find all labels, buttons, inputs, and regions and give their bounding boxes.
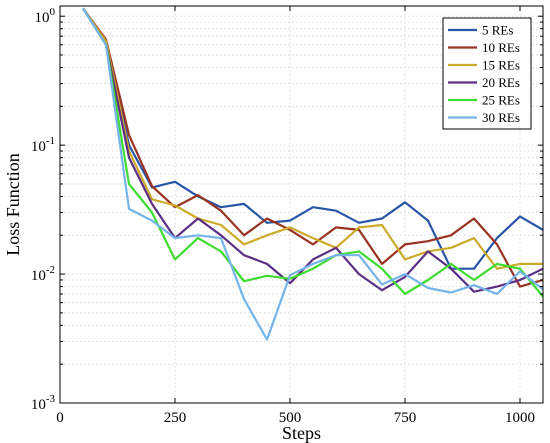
series-line-1 [82, 7, 544, 270]
series-line-5 [82, 7, 544, 298]
series-line-2 [82, 7, 544, 288]
y-tick-label: 100 [35, 6, 56, 26]
legend-label-5: 25 REs [482, 93, 520, 108]
legend-box [442, 17, 532, 130]
plot-frame [59, 5, 544, 404]
legend-label-3: 15 REs [482, 58, 520, 73]
series-line-6 [82, 7, 544, 341]
y-tick-label: 10-3 [31, 393, 56, 413]
legend-label-4: 20 REs [482, 75, 520, 90]
legend-label-2: 10 REs [482, 40, 520, 55]
legend-label-6: 30 REs [482, 110, 520, 125]
x-tick-label: 500 [279, 410, 302, 426]
legend: 5 REs 10 REs 15 REs 20 REs 25 REs 30 REs [442, 17, 532, 130]
x-tick-label: 0 [56, 410, 64, 426]
legend-label-1: 5 REs [482, 23, 513, 38]
axis-ticks: 0 250 500 750 1000 10-3 10-2 10-1 100 [31, 6, 543, 426]
x-tick-label: 1000 [505, 410, 535, 426]
x-axis-label: Steps [282, 423, 321, 443]
series-line-3 [82, 7, 543, 270]
series-line-4 [82, 7, 544, 293]
x-tick-label: 250 [164, 410, 187, 426]
series-lines [82, 7, 544, 341]
y-axis-label: Loss Function [3, 153, 23, 256]
y-tick-label: 10-1 [31, 135, 55, 155]
y-tick-label: 10-2 [31, 264, 55, 284]
x-tick-label: 750 [394, 410, 417, 426]
